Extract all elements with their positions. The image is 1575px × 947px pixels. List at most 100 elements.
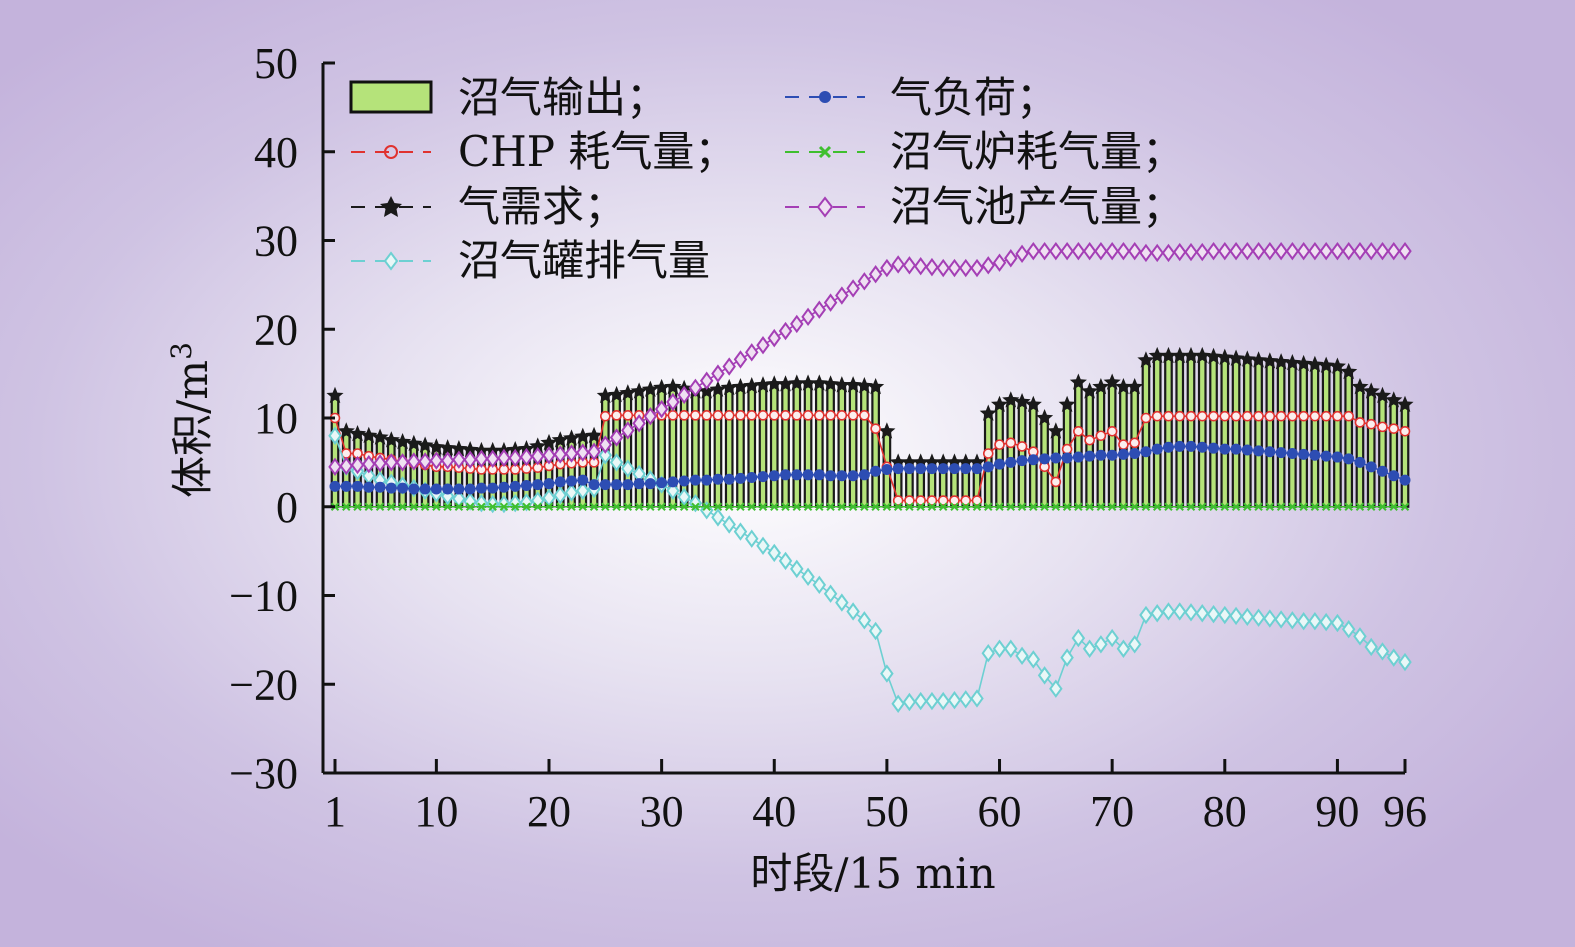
series-5-point-22 (567, 502, 576, 511)
series-1-point-27 (622, 410, 634, 421)
series-5-point-85 (1276, 502, 1286, 511)
bar-37 (736, 385, 745, 508)
series-2-point-50 (878, 422, 896, 439)
series-2-point-96 (1396, 395, 1414, 412)
series-4-point-65 (1050, 452, 1062, 464)
series-1-point-40 (768, 410, 780, 421)
series-1-point-51 (892, 495, 904, 506)
series-3-point-25 (598, 446, 613, 465)
series-5-point-18 (522, 502, 531, 511)
series-4-point-75 (1162, 441, 1174, 453)
bar-28 (634, 390, 644, 508)
series-6-point-87 (1296, 241, 1311, 261)
series-4-point-14 (475, 482, 487, 494)
series-6-point-11 (440, 451, 455, 470)
series-4-point-59 (982, 461, 994, 473)
series-4-point-33 (689, 474, 701, 486)
series-2-point-73 (1137, 351, 1155, 368)
bar-96 (1400, 403, 1410, 508)
series-3-point-15 (485, 494, 500, 514)
series-4-point-64 (1039, 453, 1051, 465)
series-2-point-84 (1261, 352, 1279, 369)
series-6-point-88 (1308, 241, 1322, 261)
series-6-point-86 (1285, 241, 1300, 261)
series-2-point-64 (1036, 409, 1054, 426)
series-4-point-36 (723, 473, 735, 485)
series-1-point-33 (690, 410, 701, 421)
series-6-point-94 (1375, 241, 1390, 261)
series-6-point-26 (609, 428, 624, 447)
series-1-point-75 (1163, 410, 1174, 422)
series-1-point-68 (1084, 434, 1095, 446)
series-6-point-92 (1353, 241, 1367, 261)
bar-73 (1141, 359, 1151, 508)
series-4-point-21 (554, 476, 566, 488)
bar-36 (724, 386, 734, 508)
series-2-point-95 (1385, 391, 1403, 408)
series-6-point-43 (801, 307, 815, 327)
series-2-point-60 (990, 395, 1009, 412)
series-6-point-76 (1172, 242, 1187, 262)
series-3-point-45 (823, 584, 838, 603)
series-1-point-69 (1095, 430, 1107, 442)
bar-75 (1164, 354, 1173, 508)
series-3-point-52 (902, 692, 917, 712)
series-1-point-94 (1377, 421, 1388, 433)
series-5-point-73 (1141, 502, 1151, 511)
series-6-point-84 (1263, 241, 1277, 261)
series-1-point-77 (1185, 410, 1197, 422)
series-3-point-63 (1026, 650, 1041, 669)
series-6-point-9 (418, 452, 432, 471)
series-1-point-48 (859, 410, 870, 421)
series-4-point-51 (892, 463, 904, 475)
series-3-point-27 (621, 459, 635, 478)
series-2-point-1 (326, 386, 344, 404)
series-1-point-61 (1005, 437, 1017, 449)
series-3-point-94 (1375, 642, 1390, 661)
legend-marker-gas-demand (380, 196, 402, 217)
series-2-point-69 (1092, 377, 1110, 395)
series-4-point-54 (926, 463, 938, 475)
series-2-point-62 (1013, 393, 1031, 410)
series-4-point-35 (712, 473, 724, 485)
y-tick-label-6: −10 (229, 572, 298, 621)
series-5-point-40 (770, 502, 779, 511)
bar-49 (871, 385, 880, 508)
series-6-point-50 (880, 258, 894, 278)
series-1-point-39 (757, 410, 769, 421)
series-1-point-49 (870, 423, 881, 434)
series-2-point-85 (1272, 353, 1290, 370)
series-6-point-93 (1364, 241, 1378, 261)
series-6-point-48 (857, 272, 872, 291)
series-4-point-94 (1376, 465, 1388, 477)
series-6-point-46 (835, 286, 849, 305)
series-4-point-39 (757, 471, 769, 483)
series-3-point-71 (1116, 639, 1131, 658)
series-4-point-53 (915, 463, 927, 475)
series-5-point-91 (1344, 502, 1353, 511)
series-2-point-2 (337, 422, 355, 439)
series-4-point-4 (363, 481, 375, 493)
series-6-point-5 (373, 454, 387, 473)
series-2-point-59 (979, 404, 997, 421)
series-5-point-7 (398, 502, 407, 511)
bar-42 (792, 382, 802, 508)
series-1-point-55 (937, 495, 949, 506)
y-tick-label-3: 20 (254, 305, 298, 354)
series-1-point-81 (1230, 410, 1242, 422)
y-axis-title: 体积/m3 (165, 342, 217, 498)
series-2-point-78 (1193, 346, 1211, 364)
series-5-point-81 (1231, 502, 1241, 511)
bar-48 (860, 384, 869, 508)
series-3-point-42 (790, 559, 804, 579)
series-4-point-1 (329, 480, 341, 492)
series-4-point-52 (903, 463, 915, 475)
series-6-point-71 (1116, 241, 1131, 261)
series-2-point-22 (562, 429, 581, 446)
series-6-point-51 (891, 255, 905, 274)
series-6-point-68 (1082, 241, 1097, 261)
series-4-point-74 (1151, 443, 1163, 455)
bar-95 (1389, 399, 1399, 508)
series-3-point-90 (1330, 613, 1345, 633)
series-3-point-59 (981, 643, 996, 663)
